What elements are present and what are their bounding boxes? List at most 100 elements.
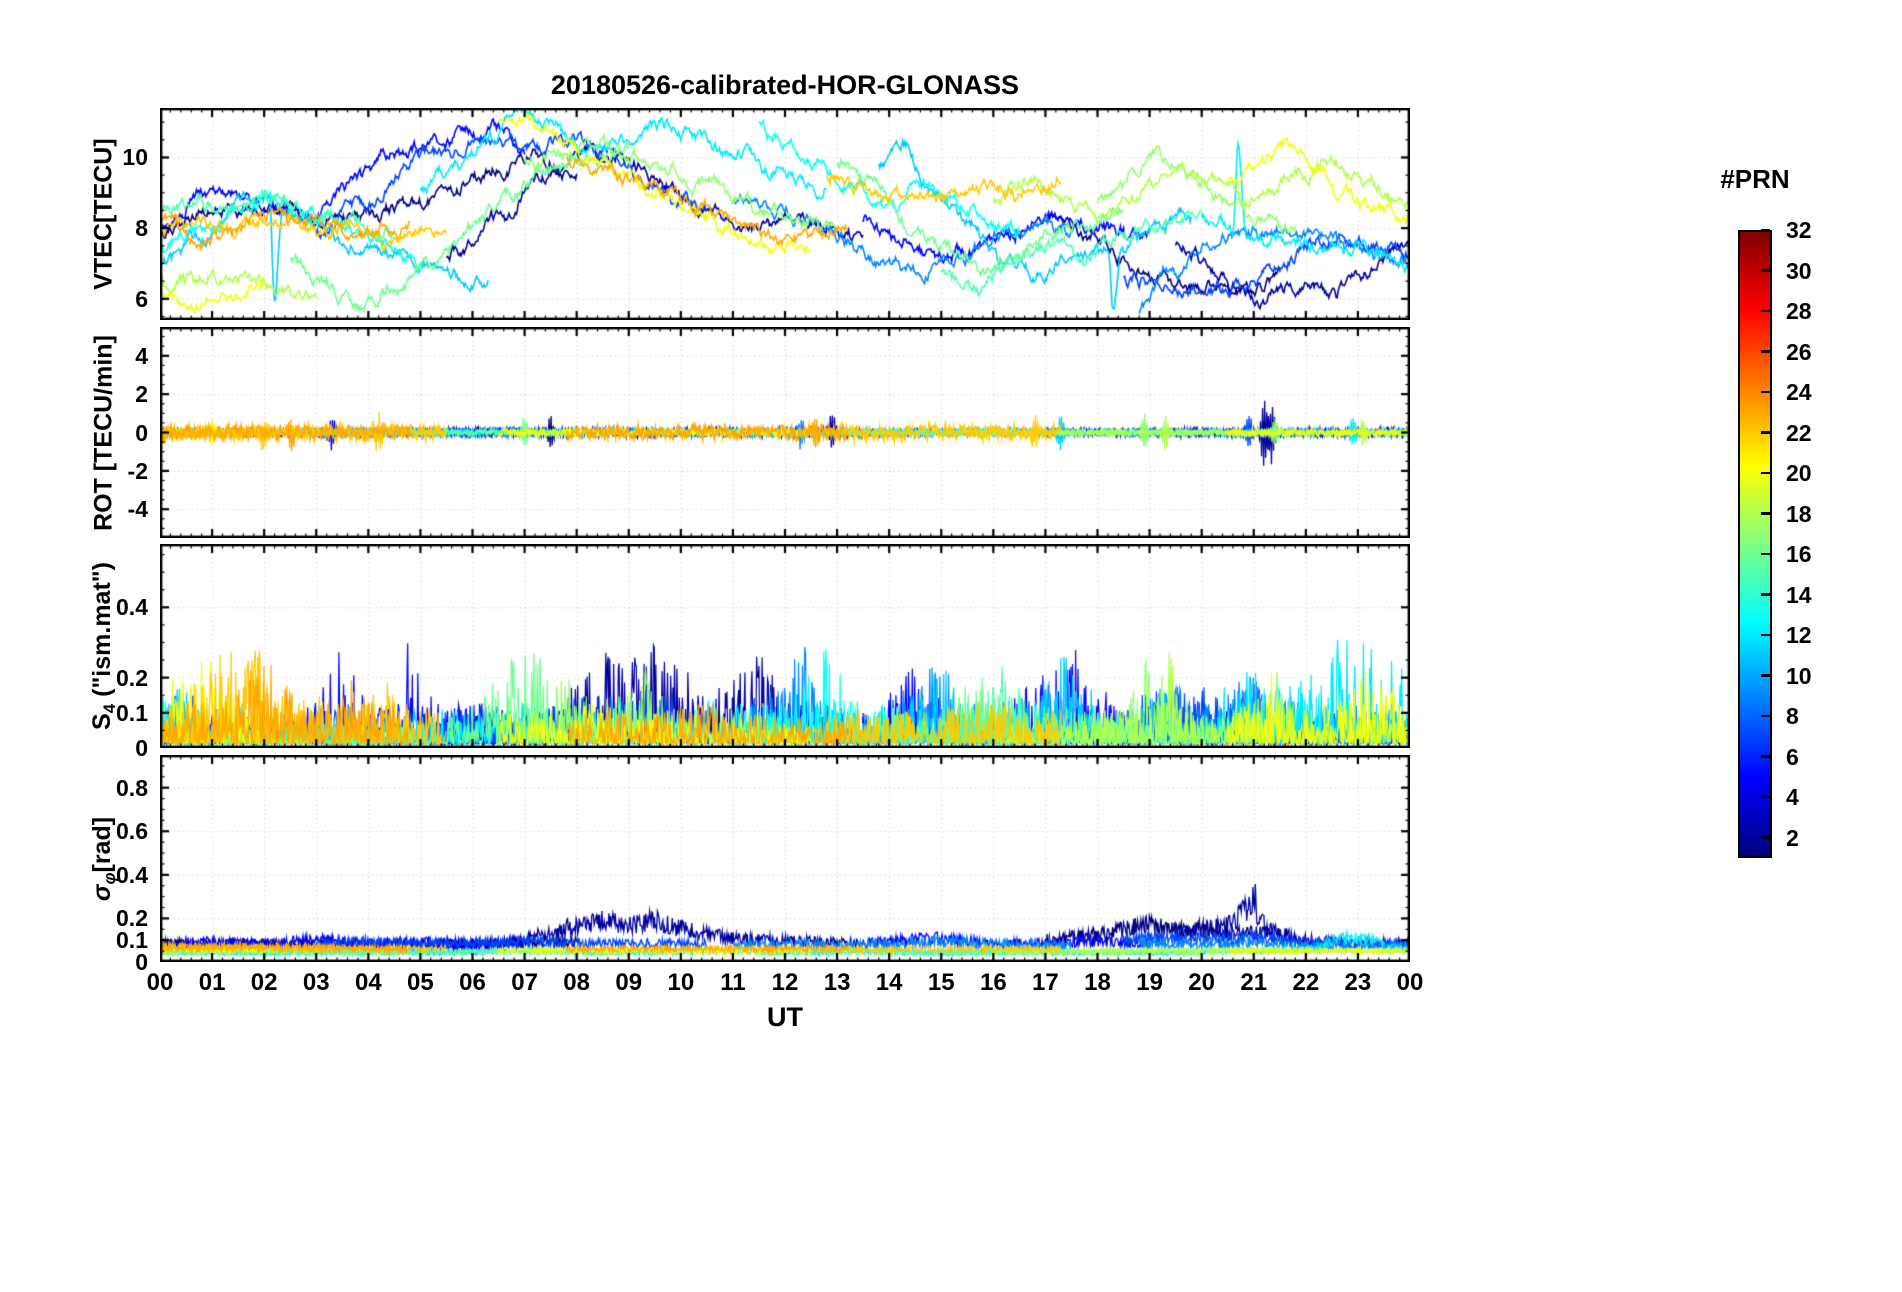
x-tick-label: 10	[667, 969, 695, 996]
x-tick-label: 23	[1344, 969, 1372, 996]
x-tick-label: 22	[1292, 969, 1320, 996]
y-axis-label-part: [rad]	[87, 816, 116, 872]
colorbar-title: #PRN	[1720, 164, 1790, 194]
colorbar-tick-label: 8	[1786, 703, 1799, 730]
colorbar-tick-mark	[1761, 512, 1770, 515]
panel-vtec	[160, 108, 1410, 320]
y-tick-label-sigma: 0.4	[116, 861, 148, 888]
colorbar-tick-label: 20	[1786, 460, 1812, 487]
x-tick-label: 20	[1188, 969, 1215, 996]
colorbar-tick-mark	[1761, 269, 1770, 272]
colorbar-tick-mark	[1761, 714, 1770, 718]
colorbar-tick-label: 6	[1786, 743, 1799, 770]
x-tick-label: 06	[459, 969, 486, 996]
chart-title: 20180526-calibrated-HOR-GLONASS	[550, 70, 1020, 100]
y-tick-label-rot: -2	[127, 457, 148, 484]
x-tick-label: 00	[146, 969, 174, 996]
y-axis-label-rot: ROT [TECU/min]	[90, 335, 119, 531]
x-tick-label: 13	[823, 969, 851, 996]
panel-sigma	[160, 755, 1410, 962]
colorbar-tick-mark	[1761, 633, 1770, 637]
y-tick-label-s4: 0	[135, 735, 148, 761]
y-tick-label-vtec: 6	[135, 285, 148, 312]
y-tick-label-vtec: 8	[135, 215, 148, 242]
colorbar-tick-mark	[1761, 309, 1770, 313]
x-tick-label: 00	[1396, 969, 1424, 996]
y-axis-label-s4: S4 ("ism.mat")	[88, 562, 120, 730]
colorbar-tick-mark	[1761, 350, 1770, 353]
x-tick-label: 07	[511, 969, 538, 996]
x-tick-label: 04	[354, 969, 382, 996]
y-tick-label-s4: 0.2	[116, 664, 148, 691]
colorbar-tick-mark	[1761, 674, 1770, 677]
y-tick-label-rot: 2	[135, 381, 148, 408]
x-tick-label: 19	[1136, 969, 1163, 996]
x-tick-label: 21	[1240, 969, 1268, 996]
x-tick-label: 03	[302, 969, 330, 996]
colorbar-tick-label: 12	[1786, 622, 1812, 649]
panel-canvas-vtec	[160, 108, 1410, 320]
y-axis-label-part: σ	[87, 883, 116, 901]
colorbar-tick-label: 22	[1786, 419, 1812, 446]
x-tick-label: 02	[250, 969, 278, 996]
panel-s4	[160, 544, 1410, 748]
x-tick-label: 15	[927, 969, 955, 996]
colorbar-tick-label: 4	[1786, 784, 1799, 811]
panel-canvas-s4	[160, 544, 1410, 748]
x-tick-label: 14	[875, 969, 903, 996]
x-tick-label: 16	[979, 969, 1007, 996]
panel-rot	[160, 327, 1410, 538]
y-tick-label-rot: 4	[135, 342, 148, 369]
colorbar-gradient	[1738, 230, 1772, 858]
y-axis-label-sigma: σφ[rad]	[88, 816, 120, 900]
y-axis-label-part: φ	[100, 872, 120, 884]
y-axis-label-part: S	[87, 713, 116, 730]
colorbar-tick-mark	[1761, 228, 1770, 232]
colorbar-tick-label: 26	[1786, 338, 1812, 365]
x-tick-label: 05	[407, 969, 434, 996]
y-axis-label-part: VTEC[TECU]	[89, 138, 118, 290]
y-tick-label-rot: -4	[127, 496, 148, 523]
panel-canvas-sigma	[160, 755, 1410, 962]
y-tick-label-sigma: 0.6	[116, 818, 148, 845]
colorbar-tick-label: 16	[1786, 541, 1812, 568]
x-tick-label: 01	[198, 969, 226, 996]
x-axis-label: UT	[767, 1002, 803, 1032]
colorbar-tick-mark	[1761, 471, 1770, 475]
colorbar-tick-label: 10	[1786, 662, 1812, 689]
x-tick-label: 18	[1084, 969, 1111, 996]
x-tick-label: 12	[771, 969, 799, 996]
colorbar-tick-label: 2	[1786, 824, 1799, 851]
y-axis-label-part: ("ism.mat")	[87, 562, 116, 704]
y-tick-label-vtec: 10	[122, 144, 148, 171]
colorbar-tick-mark	[1761, 390, 1770, 394]
colorbar-tick-label: 32	[1786, 217, 1812, 243]
y-tick-label-s4: 0.4	[116, 594, 148, 621]
x-tick-label: 08	[563, 969, 590, 996]
x-tick-label: 17	[1032, 969, 1059, 996]
colorbar-tick-mark	[1761, 836, 1770, 839]
y-tick-label-sigma: 0.1	[116, 927, 148, 954]
colorbar-tick-label: 28	[1786, 298, 1812, 325]
colorbar-tick-label: 30	[1786, 257, 1812, 284]
x-tick-label: 11	[720, 969, 746, 996]
colorbar-tick-label: 14	[1786, 581, 1812, 608]
y-tick-label-sigma: 0.2	[116, 905, 148, 932]
y-axis-label-part: ROT [TECU/min]	[89, 334, 118, 531]
y-axis-label-part: 4	[100, 703, 120, 714]
y-tick-label-sigma: 0	[135, 949, 148, 975]
colorbar-tick-mark	[1761, 795, 1770, 799]
panel-canvas-rot	[160, 327, 1410, 538]
y-tick-label-rot: 0	[135, 419, 148, 446]
colorbar-tick-mark	[1761, 593, 1770, 596]
colorbar-tick-label: 24	[1786, 379, 1812, 406]
colorbar-tick-label: 18	[1786, 500, 1812, 527]
colorbar-tick-mark	[1761, 431, 1770, 434]
colorbar-tick-mark	[1761, 755, 1770, 758]
y-axis-label-vtec: VTEC[TECU]	[90, 138, 119, 289]
x-tick-label: 09	[615, 969, 643, 996]
y-tick-label-s4: 0.1	[116, 699, 148, 726]
colorbar-tick-mark	[1761, 552, 1770, 556]
y-tick-label-sigma: 0.8	[116, 774, 148, 801]
